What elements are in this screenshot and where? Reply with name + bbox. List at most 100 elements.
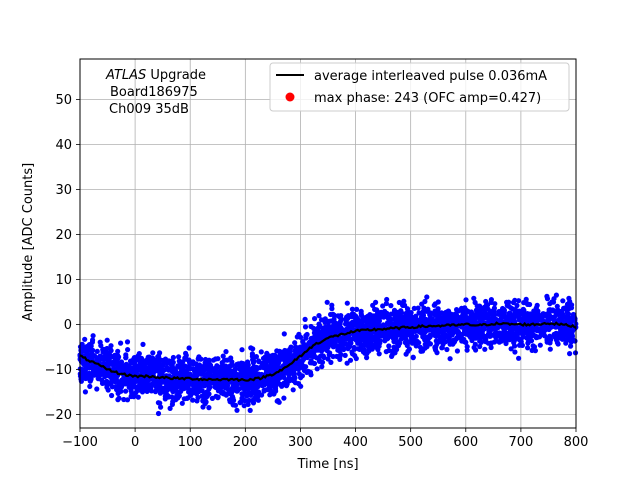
data-point	[230, 397, 236, 404]
data-point	[281, 395, 287, 401]
data-point	[373, 299, 379, 305]
data-point	[109, 377, 115, 383]
data-point	[344, 314, 350, 320]
data-point	[476, 329, 482, 335]
data-point	[363, 330, 369, 336]
data-point	[175, 389, 181, 396]
data-point	[525, 340, 531, 346]
data-point	[299, 358, 305, 365]
data-point	[135, 394, 141, 400]
data-point	[139, 381, 145, 387]
data-point	[473, 347, 479, 353]
data-point	[301, 342, 307, 348]
data-point	[277, 354, 284, 360]
data-point	[324, 328, 330, 334]
data-point	[257, 365, 263, 371]
data-point	[546, 310, 552, 316]
data-point	[349, 324, 355, 330]
data-point	[554, 303, 560, 309]
data-point	[104, 354, 111, 360]
data-point	[524, 315, 530, 321]
y-axis-label: Amplitude [ADC Counts]	[21, 163, 36, 321]
data-point	[441, 313, 448, 319]
data-point	[338, 318, 344, 324]
data-point	[195, 355, 201, 362]
data-point	[202, 401, 208, 407]
y-tick-label: 30	[55, 183, 72, 198]
data-point	[298, 383, 304, 389]
data-point	[270, 352, 276, 358]
data-point	[437, 338, 444, 344]
data-point	[100, 347, 106, 353]
data-point	[314, 366, 320, 372]
data-point	[388, 303, 394, 309]
data-point	[186, 365, 192, 371]
data-point	[276, 360, 282, 366]
data-point	[517, 312, 523, 318]
data-point	[270, 378, 277, 384]
data-point	[504, 299, 510, 305]
data-point	[478, 339, 484, 345]
data-point	[518, 316, 525, 322]
data-point	[199, 393, 205, 399]
data-point	[316, 313, 322, 319]
data-point	[544, 293, 550, 299]
data-point	[115, 364, 121, 370]
data-point	[555, 341, 561, 347]
data-point	[305, 368, 311, 374]
data-point	[164, 393, 170, 399]
data-point	[245, 401, 251, 407]
data-point	[158, 404, 164, 410]
legend: average interleaved pulse 0.036mA max ph…	[269, 62, 570, 112]
data-point	[557, 335, 564, 341]
data-point	[477, 335, 483, 341]
data-point	[454, 348, 460, 354]
data-point	[311, 360, 318, 367]
data-point	[108, 354, 114, 360]
annotation-atlas: ATLAS	[105, 68, 146, 83]
data-point	[231, 371, 237, 377]
y-tick-label: 0	[64, 318, 72, 333]
data-point	[179, 400, 185, 406]
data-point	[206, 357, 212, 363]
data-point	[566, 295, 572, 301]
data-point	[529, 311, 536, 317]
data-point	[419, 301, 425, 307]
data-point	[569, 315, 575, 321]
legend-red-marker	[285, 92, 295, 102]
data-point	[246, 397, 252, 404]
data-point	[325, 343, 331, 349]
data-point	[232, 402, 239, 408]
data-point	[298, 334, 304, 340]
data-point	[186, 389, 192, 395]
x-tick-label: 400	[343, 435, 368, 450]
data-point	[404, 306, 411, 312]
data-point	[103, 350, 110, 356]
data-point	[483, 302, 489, 308]
data-point	[491, 305, 497, 311]
data-point	[314, 334, 320, 340]
annotation-upgrade: Upgrade	[146, 68, 206, 83]
data-point	[492, 301, 498, 307]
data-point	[274, 348, 280, 354]
data-point	[138, 355, 145, 361]
data-point	[325, 356, 331, 362]
data-point	[289, 355, 295, 361]
data-point	[228, 355, 234, 361]
data-point	[487, 310, 493, 316]
data-point	[158, 364, 164, 370]
data-point	[86, 364, 92, 370]
data-point	[302, 324, 309, 330]
data-point	[176, 354, 182, 360]
data-point	[210, 366, 216, 372]
data-point	[434, 317, 440, 323]
data-point	[482, 346, 488, 352]
data-point	[508, 305, 514, 311]
y-tick-label: 20	[55, 228, 72, 243]
data-point	[364, 355, 370, 361]
annotation-block: ATLAS Upgrade Board186975 Ch009 35dB	[105, 68, 206, 117]
data-point	[388, 311, 394, 317]
data-point	[478, 316, 484, 322]
data-point	[403, 351, 409, 357]
data-point	[523, 299, 529, 306]
